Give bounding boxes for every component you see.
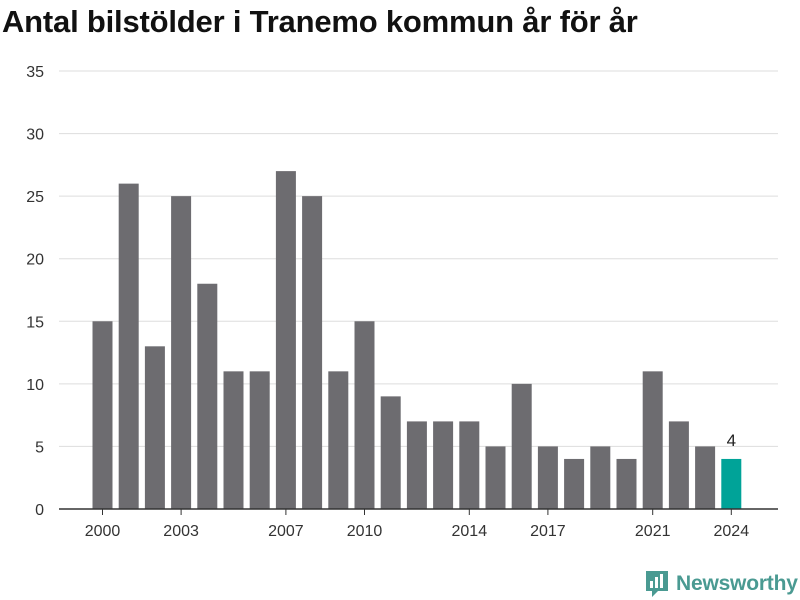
bar-2019	[590, 446, 611, 509]
y-tick-label: 5	[35, 439, 44, 456]
bar-2016	[511, 383, 532, 509]
x-tick-label: 2024	[714, 523, 750, 540]
bar-2018	[564, 458, 585, 509]
y-tick-label: 0	[35, 502, 44, 519]
bar-2007	[275, 171, 296, 509]
bar-2004	[197, 283, 218, 509]
x-tick-label: 2003	[163, 523, 199, 540]
y-tick-label: 15	[26, 314, 44, 331]
bar-2014	[459, 421, 480, 509]
data-label: 4	[727, 431, 736, 450]
bar-2005	[223, 371, 244, 509]
x-tick-label: 2010	[347, 523, 383, 540]
x-tick-label: 2000	[85, 523, 121, 540]
bar-2006	[249, 371, 270, 509]
x-tick-label: 2017	[530, 523, 566, 540]
bar-2024	[721, 458, 742, 509]
brand: Newsworthy	[644, 569, 798, 599]
x-tick-label: 2021	[635, 523, 671, 540]
annotations: 4	[727, 431, 736, 450]
bar-2009	[328, 371, 349, 509]
bar-2022	[668, 421, 689, 509]
x-tick-label: 2014	[452, 523, 488, 540]
brand-name: Newsworthy	[676, 572, 798, 595]
y-tick-label: 10	[26, 377, 44, 394]
bar-2017	[537, 446, 558, 509]
gridlines	[59, 70, 778, 447]
bar-2020	[616, 458, 637, 509]
bar-2003	[171, 196, 192, 509]
bar-2010	[354, 321, 375, 509]
y-axis-ticks: 0 5 10 15 20 25 30 35	[26, 64, 44, 519]
bar-2008	[302, 196, 323, 509]
y-tick-label: 25	[26, 189, 44, 206]
bar-2001	[118, 183, 139, 509]
y-tick-label: 30	[26, 127, 44, 144]
newsworthy-logo-icon	[646, 571, 668, 597]
bar-2002	[144, 346, 165, 509]
bar-2013	[433, 421, 454, 509]
y-tick-label: 20	[26, 252, 44, 269]
bar-2000	[92, 321, 113, 509]
chart-title: Antal bilstölder i Tranemo kommun år för…	[2, 4, 638, 39]
x-axis-ticks: 2000 2003 2007 2010 2014 2017 2021 2024	[85, 509, 749, 540]
bar-2012	[406, 421, 427, 509]
y-tick-label: 35	[26, 64, 44, 81]
bar-2021	[642, 371, 663, 509]
bar-2023	[695, 446, 716, 509]
bar-2011	[380, 396, 401, 509]
bar-2015	[485, 446, 506, 509]
bars	[92, 171, 742, 509]
x-tick-label: 2007	[268, 523, 304, 540]
